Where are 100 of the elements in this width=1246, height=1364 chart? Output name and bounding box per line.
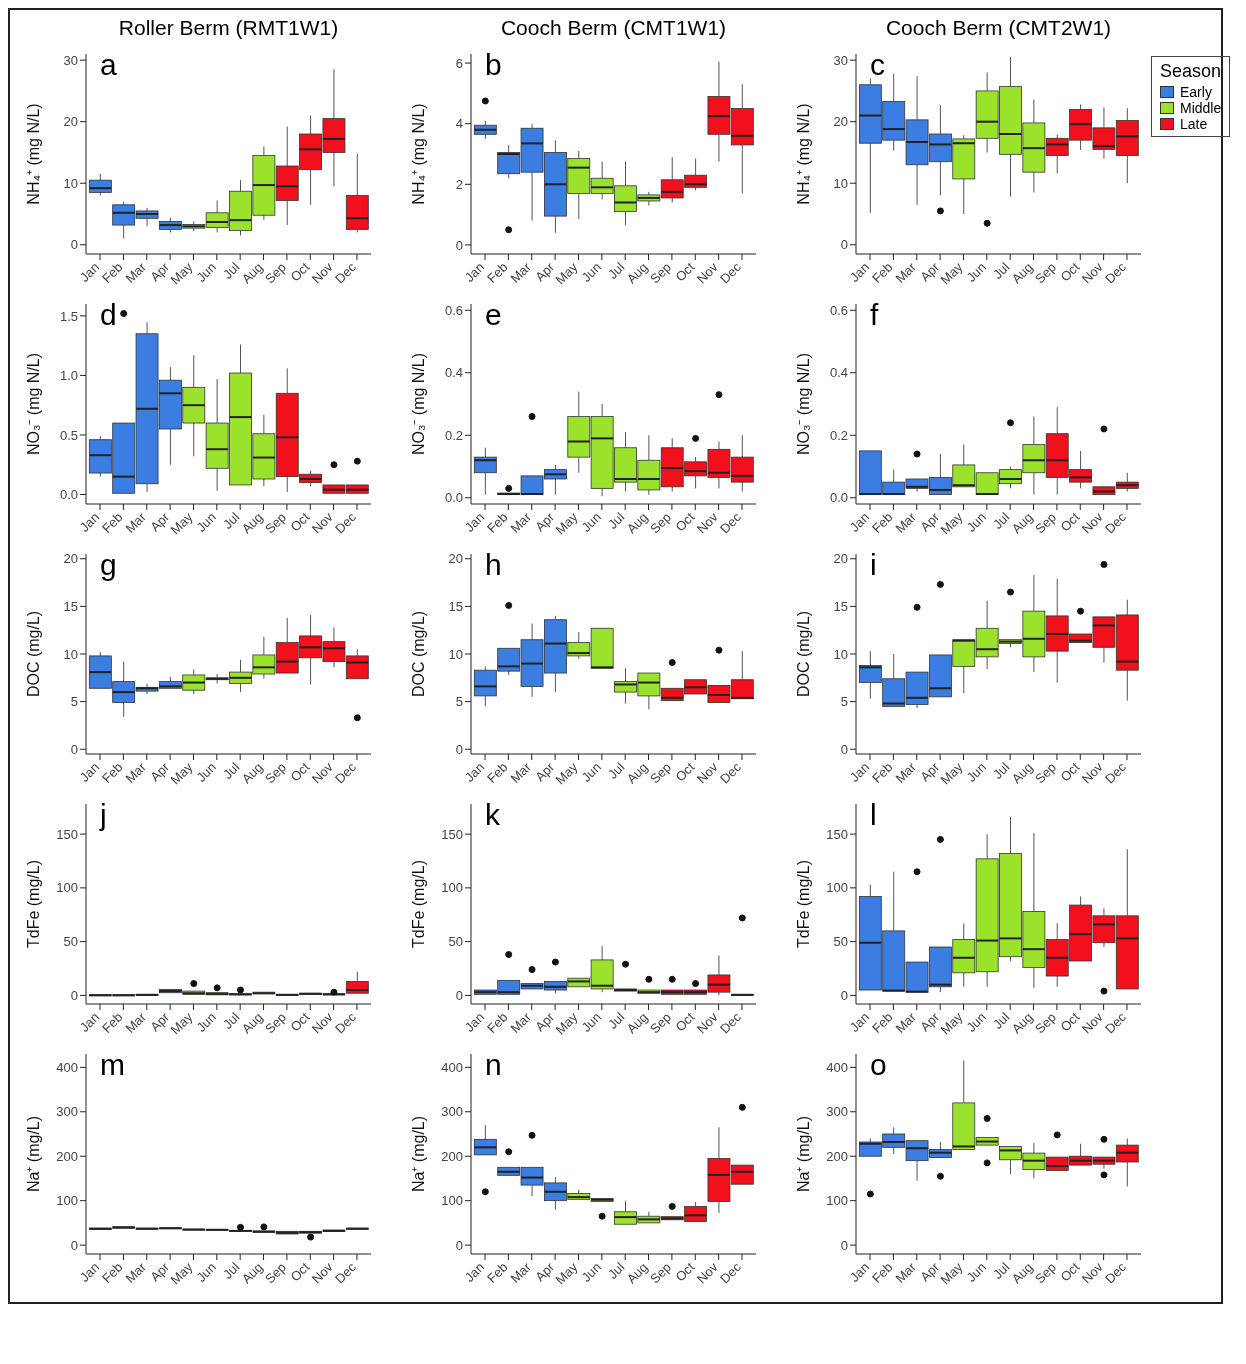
x-tick-label: Dec [332,1259,360,1287]
y-axis-title: Na⁺ (mg/L) [409,1115,427,1193]
y-tick-label: 15 [833,599,848,614]
y-tick-label: 20 [63,114,78,130]
x-tick-label: Jun [193,509,219,535]
x-tick-label: Jun [578,509,604,535]
y-tick-label: 30 [833,52,848,68]
y-tick-label: 20 [833,114,848,130]
x-tick-label: May [937,259,966,288]
annotation: b [485,48,502,82]
x-tick-label: Oct [672,1259,698,1285]
y-tick-label: 0 [455,741,463,757]
x-tick-label: Oct [287,1009,313,1035]
x-tick-label: Dec [1102,759,1130,787]
y-tick-label: 10 [63,646,78,662]
x-tick-label: Jun [193,259,219,285]
y-axis-title: DOC (mg/L) [794,610,812,698]
x-tick-label: Jun [963,509,989,535]
x-tick-label: Dec [332,259,360,287]
y-axis-title: NO₃⁻ (mg N/L) [409,352,427,456]
x-tick-label: Dec [1102,1009,1130,1037]
y-tick-label: 200 [826,1148,848,1164]
y-axis-title: NH₄⁺ (mg N/L) [24,103,42,205]
y-tick-label: 20 [833,551,848,567]
x-tick-label: Jun [963,759,989,785]
x-tick-label: May [167,759,196,788]
y-tick-label: 1.5 [59,308,78,324]
x-tick-label: May [937,509,966,538]
legend-title: Season [1160,61,1222,82]
annotation: j [100,798,107,832]
y-tick-label: 0.6 [829,302,848,318]
x-tick-label: Dec [1102,259,1130,287]
y-axis-title: TdFe (mg/L) [794,859,812,949]
y-tick-label: 10 [833,646,848,662]
y-tick-label: 100 [441,1193,463,1209]
x-tick-label: Jul [219,1259,243,1282]
y-axis-title: Na⁺ (mg/L) [24,1115,42,1193]
x-tick-label: Oct [1057,259,1083,285]
x-tick-label: Jun [578,259,604,285]
x-tick-label: Oct [287,759,313,785]
x-tick-label: Jul [989,509,1013,532]
y-tick-label: 100 [826,880,848,896]
x-tick-label: Jul [604,1009,628,1032]
y-tick-label: 0.2 [444,427,463,443]
annotation: o [870,1048,887,1082]
annotation: a [100,48,117,82]
y-tick-label: 0 [70,237,78,253]
x-tick-label: Jul [604,759,628,782]
y-tick-label: 0.5 [59,427,78,443]
y-tick-label: 300 [441,1104,463,1120]
y-tick-label: 0 [70,741,78,757]
y-axis-title: DOC (mg/L) [409,610,427,698]
x-tick-label: Jul [604,509,628,532]
y-axis-title: NH₄⁺ (mg N/L) [409,103,427,205]
x-tick-label: Jul [989,1009,1013,1032]
x-tick-label: May [937,759,966,788]
y-tick-label: 20 [63,551,78,567]
y-tick-label: 5 [455,694,463,710]
y-tick-label: 0 [840,1237,848,1253]
chart-title: Roller Berm (RMT1W1) [117,16,340,41]
x-tick-label: Jun [578,1259,604,1285]
x-tick-label: Jun [963,1009,989,1035]
x-tick-label: Dec [332,509,360,537]
x-tick-label: May [552,259,581,288]
y-tick-label: 150 [441,826,463,842]
x-tick-label: Oct [1057,759,1083,785]
x-tick-label: May [937,1009,966,1038]
y-tick-label: 30 [63,52,78,68]
x-tick-label: Jul [604,1259,628,1282]
y-tick-label: 200 [441,1148,463,1164]
y-tick-label: 0 [840,741,848,757]
legend-label: Middle [1179,100,1222,116]
y-tick-label: 15 [63,599,78,614]
x-tick-label: Oct [672,1009,698,1035]
x-tick-label: May [167,1259,196,1288]
y-tick-label: 400 [826,1059,848,1075]
x-tick-label: Jul [219,1009,243,1032]
x-tick-label: Dec [717,1009,745,1037]
annotation: m [100,1048,125,1082]
x-tick-label: Jun [963,259,989,285]
y-tick-label: 400 [56,1059,78,1075]
y-tick-label: 0 [70,988,78,1004]
y-axis-title: NO₃⁻ (mg N/L) [794,352,812,456]
y-tick-label: 200 [56,1148,78,1164]
annotation: h [485,548,502,582]
chart-title: Cooch Berm (CMT2W1) [884,16,1113,41]
x-tick-label: Jun [578,759,604,785]
y-tick-label: 10 [448,646,463,662]
y-tick-label: 300 [826,1104,848,1120]
y-tick-label: 100 [826,1193,848,1209]
y-tick-label: 50 [63,934,78,950]
y-tick-label: 1.0 [59,368,78,384]
x-tick-label: Jun [193,759,219,785]
y-tick-label: 0.2 [829,427,848,443]
x-tick-label: Oct [1057,1009,1083,1035]
legend-label: Early [1179,84,1213,100]
x-tick-label: Dec [332,1009,360,1037]
y-tick-label: 0 [70,1237,78,1253]
y-tick-label: 100 [56,1193,78,1209]
x-tick-label: May [552,1259,581,1288]
